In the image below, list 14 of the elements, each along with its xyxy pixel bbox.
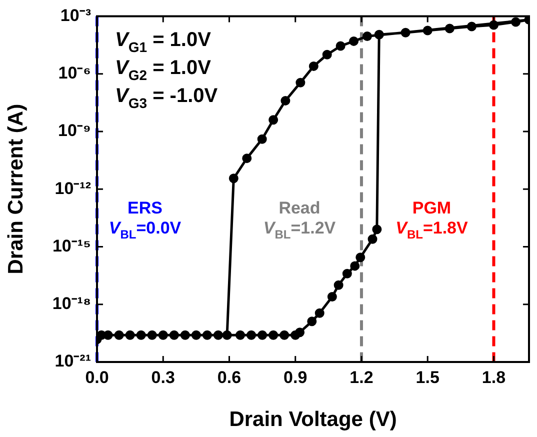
y-tick-label: 10⁻⁹ xyxy=(58,121,91,140)
y-axis-title: Drain Current (A) xyxy=(4,104,28,274)
x-axis-title: Drain Voltage (V) xyxy=(229,408,397,432)
y-tick-label: 10⁻³ xyxy=(60,6,92,25)
y-tick-label: 10⁻¹² xyxy=(54,178,92,198)
x-tick-label: 1.2 xyxy=(350,368,374,387)
y-tick-label: 10⁻¹⁸ xyxy=(52,294,91,314)
y-tick-label: 10⁻⁶ xyxy=(58,64,91,83)
x-tick-label: 1.5 xyxy=(416,368,440,387)
x-tick-label: 0.9 xyxy=(284,368,308,387)
x-tick-label: 1.8 xyxy=(482,368,506,387)
x-tick-label: 0.3 xyxy=(151,368,175,387)
y-tick-label: 10⁻¹⁵ xyxy=(52,236,91,256)
x-tick-label: 0.6 xyxy=(217,368,242,387)
